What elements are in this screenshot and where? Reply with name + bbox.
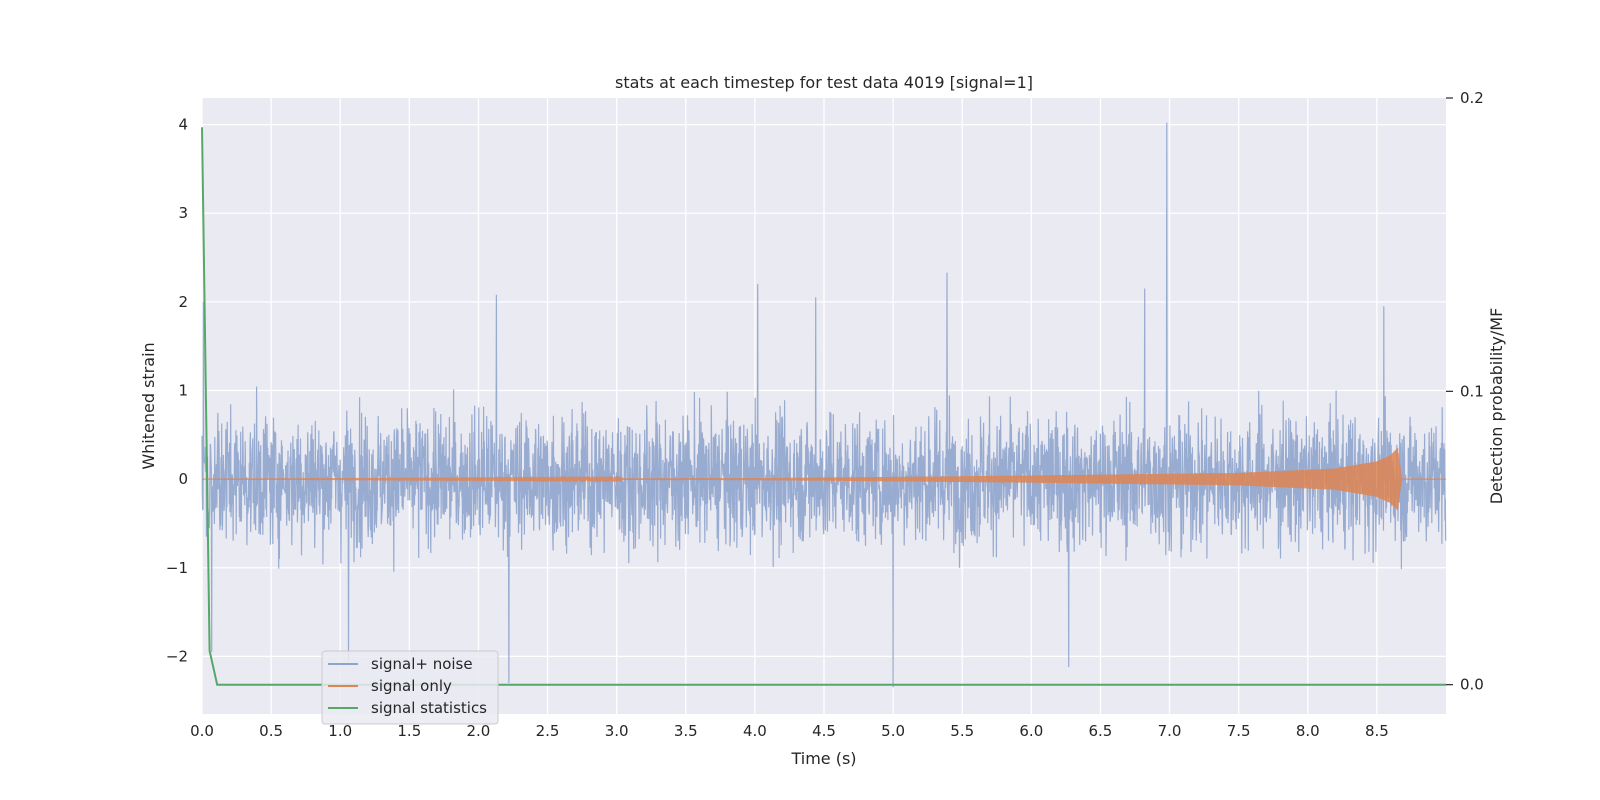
y2-tick-label: 0.1 xyxy=(1460,382,1484,400)
x-tick-label: 5.5 xyxy=(950,722,974,740)
series-signal-statistics-line xyxy=(201,127,1446,686)
x-tick-label: 7.0 xyxy=(1158,722,1182,740)
legend-label-signal-only: signal only xyxy=(371,677,452,695)
x-tick-label: 8.5 xyxy=(1365,722,1389,740)
y2-tick-label: 0.0 xyxy=(1460,676,1484,694)
series-layer xyxy=(201,122,1447,688)
x-tick-label: 4.0 xyxy=(743,722,767,740)
y2-axis-label: Detection probability/MF xyxy=(1487,308,1506,505)
x-tick-label: 0.0 xyxy=(190,722,214,740)
x-tick-label: 0.5 xyxy=(259,722,283,740)
legend-label-signal-noise: signal+ noise xyxy=(371,655,473,673)
x-tick-label: 2.0 xyxy=(467,722,491,740)
x-tick-label: 4.5 xyxy=(812,722,836,740)
x-axis-label: Time (s) xyxy=(790,749,856,768)
x-tick-label: 6.0 xyxy=(1019,722,1043,740)
x-tick-label: 6.5 xyxy=(1089,722,1113,740)
y-tick-label: −2 xyxy=(166,647,188,665)
series-signal-only-line xyxy=(202,448,1446,510)
y-tick-label: 1 xyxy=(178,381,188,399)
legend-label-signal-statistics: signal statistics xyxy=(371,699,487,717)
x-tick-label: 7.5 xyxy=(1227,722,1251,740)
y-tick-label: 2 xyxy=(178,293,188,311)
chart-title: stats at each timestep for test data 401… xyxy=(615,73,1033,92)
legend: signal+ noise signal only signal statist… xyxy=(321,650,499,725)
axis-ticks: 0.0 0.5 1.0 1.5 2.0 2.5 3.0 3.5 4.0 4.5 5.0 5.5 6.0 6… xyxy=(166,89,1484,740)
x-tick-label: 3.5 xyxy=(674,722,698,740)
x-tick-label: 5.0 xyxy=(881,722,905,740)
x-tick-label: 1.0 xyxy=(328,722,352,740)
x-tick-label: 8.0 xyxy=(1296,722,1320,740)
y-tick-label: 0 xyxy=(178,470,188,488)
x-tick-label: 3.0 xyxy=(605,722,629,740)
x-tick-label: 1.5 xyxy=(397,722,421,740)
series-signal-noise-line xyxy=(201,122,1447,688)
legend-box xyxy=(321,650,499,725)
y-axis-label: Whitened strain xyxy=(139,342,158,469)
y-tick-label: −1 xyxy=(166,559,188,577)
y-tick-label: 3 xyxy=(178,204,188,222)
y-tick-label: 4 xyxy=(178,116,188,134)
y2-tick-label: 0.2 xyxy=(1460,89,1484,107)
x-tick-label: 2.5 xyxy=(536,722,560,740)
